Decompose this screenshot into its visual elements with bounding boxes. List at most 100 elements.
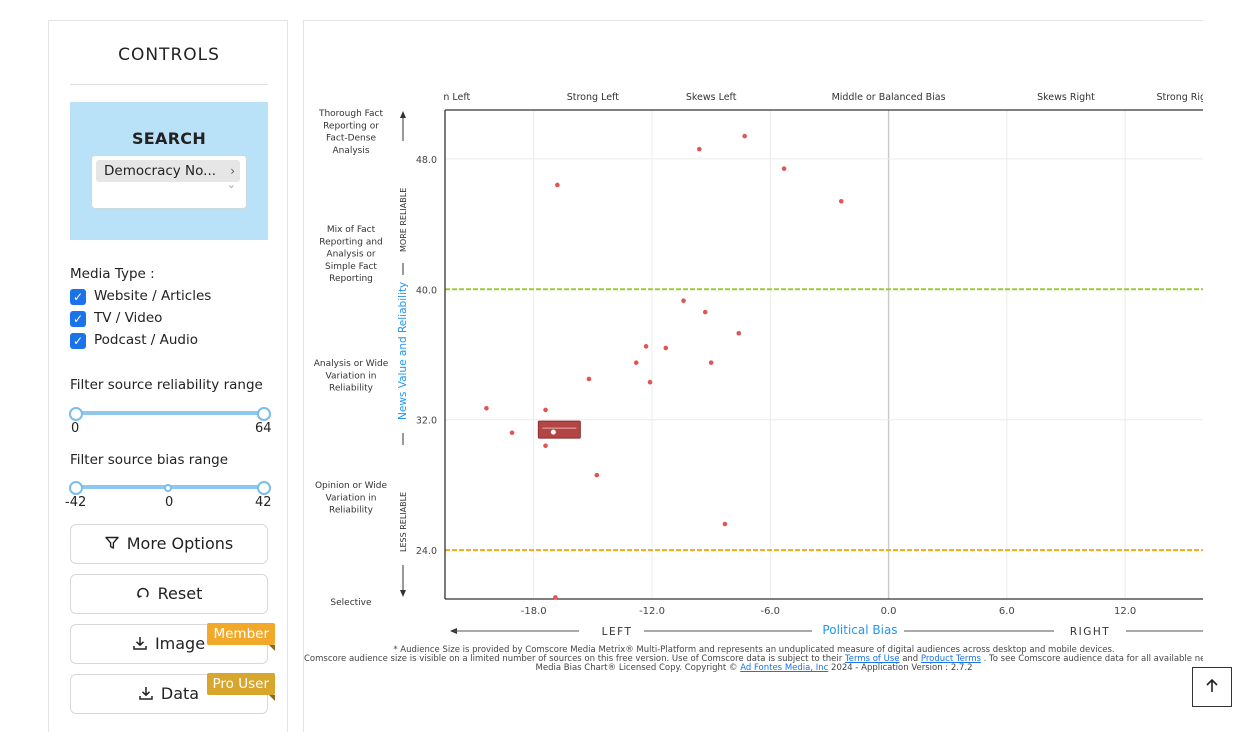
more-options-button[interactable]: More Options [70,524,268,564]
data-point[interactable] [647,379,653,385]
checkbox-checked-icon[interactable]: ✓ [70,311,86,327]
reliability-filter-label: Filter source reliability range [70,377,263,393]
left-label: LEFT [602,626,633,638]
data-point[interactable] [681,298,686,304]
data-point[interactable] [708,360,714,365]
data-point[interactable] [633,360,639,365]
checkbox-checked-icon[interactable]: ✓ [70,289,86,305]
footnote-comscore-text: Comscore audience size is visible on a l… [304,654,843,664]
chevron-down-icon[interactable]: ⌄ [226,178,236,191]
bias-min-value: -42 [65,495,87,510]
media-bias-chart[interactable]: -18.0 -12.0 -6.0 0.0 6.0 12.0 n Left Strong Lef… [304,21,1203,732]
y-axis-title: News Value and Reliability [397,282,409,420]
footnote-line-3: Media Bias Chart® Licensed Copy. Copyrig… [304,663,1203,673]
data-download-button[interactable]: Data Pro User [70,673,276,714]
bias-category-label: Strong Left [567,92,619,103]
data-point[interactable] [702,309,708,315]
reliability-min-value: 0 [71,421,80,436]
footnote-line-1: * Audience Size is provided by Comscore … [393,645,1115,655]
reliability-max-value: 64 [255,421,272,436]
pro-user-badge: Pro User [206,673,276,701]
bias-category-label: Skews Right [1037,92,1095,103]
data-point[interactable] [742,133,747,139]
data-point[interactable] [697,146,702,152]
more-options-label: More Options [126,534,234,553]
scroll-to-top-button[interactable] [1192,667,1232,707]
bias-filter-label: Filter source bias range [70,452,229,468]
reliability-slider-min-handle[interactable] [69,407,83,421]
ad-fontes-link[interactable]: Ad Fontes Media, Inc [740,663,829,673]
selected-source-label: Democracy No... [104,163,217,179]
footnote-and-text: and [902,654,919,664]
chart-panel: -18.0 -12.0 -6.0 0.0 6.0 12.0 n Left Strong Lef… [303,20,1203,732]
bias-slider-center-mark [164,484,172,492]
arrow-up-icon [1206,678,1218,692]
reliability-category-label: Fact-Dense [326,134,376,144]
image-download-button[interactable]: Image Member [70,623,275,664]
download-icon [139,687,153,700]
copyright-text: Media Bias Chart® Licensed Copy. Copyrig… [535,663,738,673]
controls-title: CONTROLS [118,45,220,65]
data-point[interactable] [553,595,558,600]
cursor-hand-icon [550,429,556,435]
reliability-category-label: Variation in [326,493,377,503]
more-reliable-label: MORE RELIABLE [399,188,408,252]
data-point[interactable] [509,430,515,436]
reliability-category-label: Simple Fact [325,262,377,272]
reliability-category-label: Thorough Fact [318,109,384,119]
data-point[interactable] [586,376,592,382]
app-version-text: 2024 - Application Version : 2.7.2 [831,663,973,673]
arrow-down-icon [400,590,406,597]
arrow-left-icon [450,628,457,634]
bias-category-label: Middle or Balanced Bias [832,92,946,103]
reset-icon [136,587,149,598]
reliability-slider-track[interactable] [75,411,263,415]
reliability-category-label: Mix of Fact [327,225,376,235]
reliability-category-label: Reliability [329,506,374,516]
selected-source-chip[interactable]: Democracy No... › [96,160,241,182]
data-point[interactable] [722,521,728,527]
checkbox-checked-icon[interactable]: ✓ [70,333,86,349]
footnote-learn-text: . To see Comscore audience data for all … [983,654,1203,664]
terms-of-use-link[interactable]: Terms of Use [844,654,900,664]
x-tick-label: 0.0 [881,606,897,617]
divider [70,84,268,85]
reset-button[interactable]: Reset [70,574,268,614]
less-reliable-label: LESS RELIABLE [399,492,408,552]
member-badge: Member [207,623,275,651]
data-point[interactable] [781,166,787,171]
data-point[interactable] [555,182,560,188]
media-type-website-label: Website / Articles [94,288,212,304]
arrow-up-icon [400,111,406,118]
y-tick-label: 40.0 [416,285,437,296]
media-type-podcast-label: Podcast / Audio [94,332,199,348]
x-tick-label: -6.0 [761,606,781,617]
product-terms-link[interactable]: Product Terms [920,654,981,664]
image-label: Image [154,634,206,653]
chevron-right-icon[interactable]: › [230,164,236,178]
highlighted-source-logo[interactable] [537,420,581,439]
media-type-label: Media Type : [70,266,155,282]
reliability-category-label: Reporting and [319,237,383,247]
footnote-line-2: Comscore audience size is visible on a l… [304,654,1203,664]
data-point[interactable] [643,344,649,349]
data-point[interactable] [838,198,844,204]
bias-slider-min-handle[interactable] [69,481,83,495]
bias-slider-max-handle[interactable] [257,481,271,495]
data-label: Data [160,684,200,703]
reliability-category-label: Variation in [326,371,377,381]
data-point[interactable] [543,407,548,413]
reliability-category-label: Reporting or [323,121,379,131]
data-point[interactable] [543,443,548,449]
reliability-category-label: Analysis or [326,250,375,260]
bias-mid-value: 0 [165,495,174,510]
y-tick-label: 24.0 [416,546,437,557]
search-select[interactable]: Democracy No... › ⌄ [91,155,247,209]
x-tick-label: -12.0 [639,606,665,617]
data-point[interactable] [484,405,489,411]
data-point[interactable] [736,331,742,336]
y-tick-label: 32.0 [416,416,437,427]
reliability-slider-max-handle[interactable] [257,407,271,421]
data-point[interactable] [594,472,600,478]
data-point[interactable] [663,345,669,351]
